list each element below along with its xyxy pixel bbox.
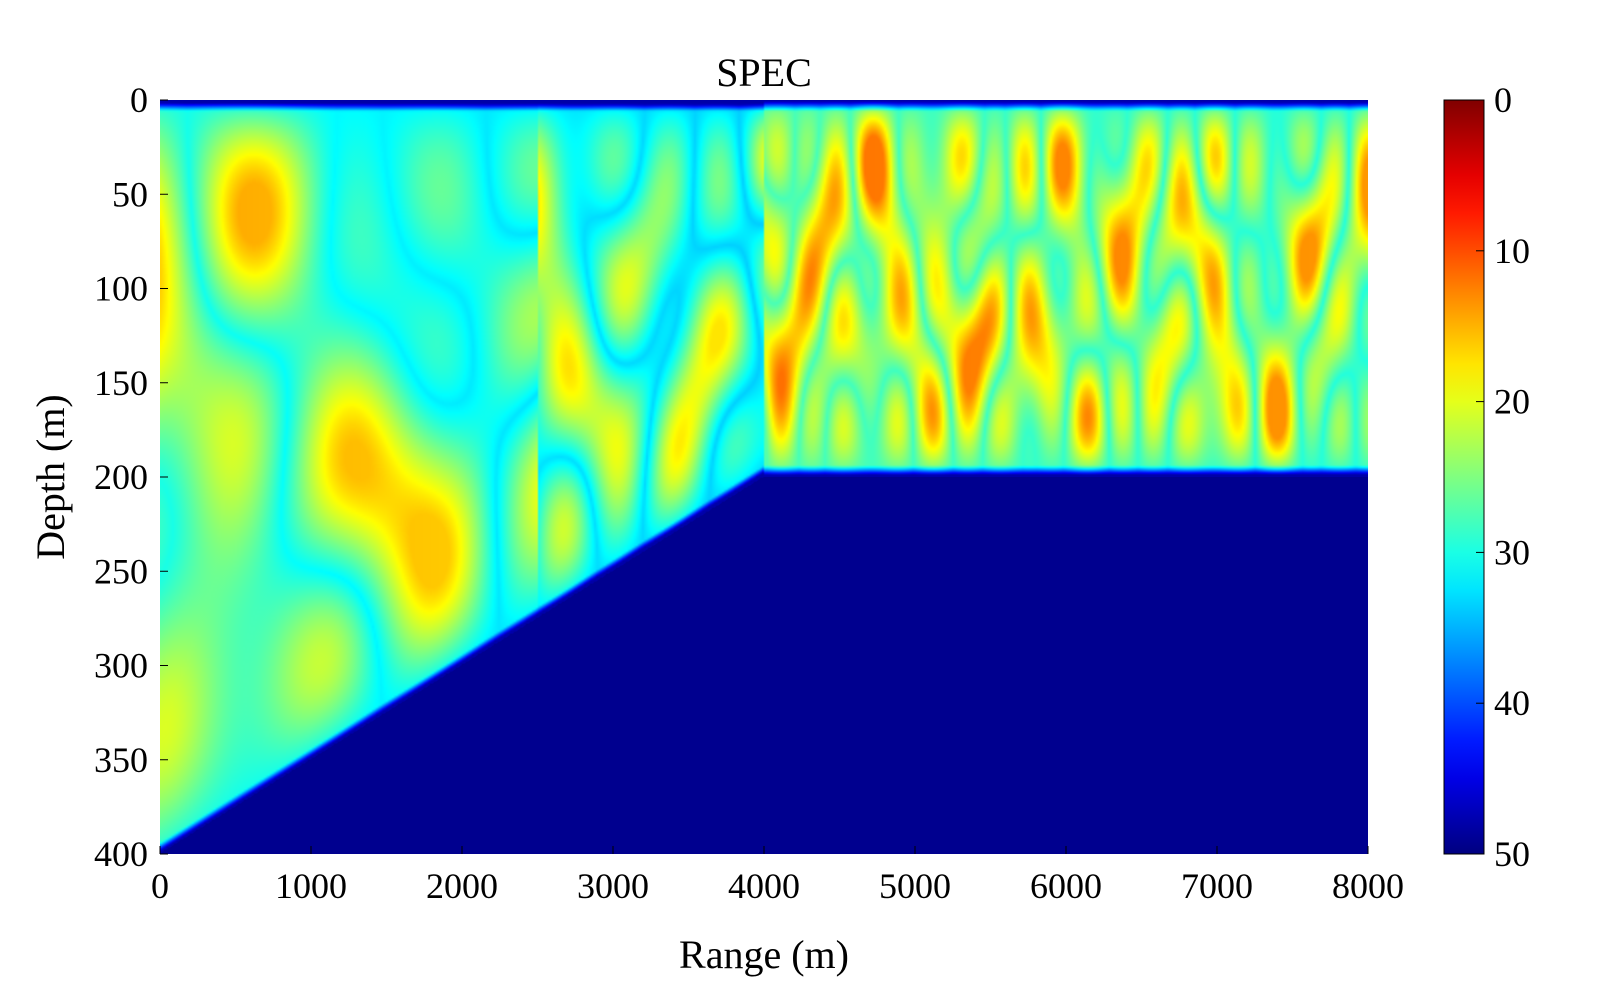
y-tick-label: 250	[94, 551, 148, 591]
x-tick-label: 7000	[1181, 866, 1253, 906]
y-tick-label: 150	[94, 363, 148, 403]
x-tick-label: 6000	[1030, 866, 1102, 906]
x-axis-ticks: 0 1000 2000 3000 4000 5000 6000 7000 8000	[151, 846, 1404, 906]
x-tick-label: 2000	[426, 866, 498, 906]
y-tick-label: 300	[94, 646, 148, 686]
y-tick-label: 50	[112, 174, 148, 214]
colorbar-ticks: 0 10 20 30 40 50	[1476, 80, 1530, 874]
y-tick-label: 200	[94, 457, 148, 497]
y-axis-label: Depth (m)	[28, 394, 73, 560]
colorbar	[1443, 99, 1485, 855]
chart-title: SPEC	[716, 50, 812, 95]
colorbar-tick-label: 10	[1494, 231, 1530, 271]
x-tick-label: 8000	[1332, 866, 1404, 906]
x-tick-label: 3000	[577, 866, 649, 906]
y-tick-label: 350	[94, 740, 148, 780]
colorbar-tick-label: 30	[1494, 532, 1530, 572]
colorbar-tick-label: 40	[1494, 683, 1530, 723]
y-axis-ticks: 0 50 100 150 200 250 300 350 400	[94, 80, 168, 874]
y-tick-label: 100	[94, 269, 148, 309]
x-axis-label: Range (m)	[679, 932, 849, 977]
x-tick-label: 5000	[879, 866, 951, 906]
plot-area	[160, 100, 1368, 854]
seabed-region	[160, 477, 1368, 854]
x-tick-label: 4000	[728, 866, 800, 906]
colorbar-tick-label: 0	[1494, 80, 1512, 120]
y-tick-label: 400	[94, 834, 148, 874]
x-tick-label: 1000	[275, 866, 347, 906]
x-tick-label: 0	[151, 866, 169, 906]
y-tick-label: 0	[130, 80, 148, 120]
colorbar-tick-label: 20	[1494, 382, 1530, 422]
colorbar-tick-label: 50	[1494, 834, 1530, 874]
